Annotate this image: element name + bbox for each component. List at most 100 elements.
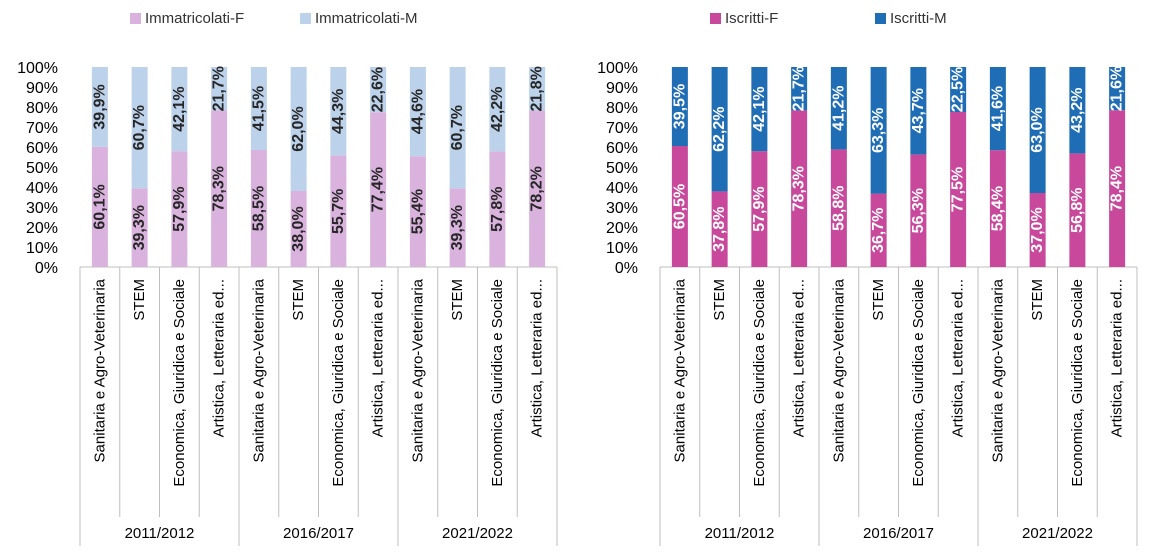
data-label: 63,0% <box>1029 107 1046 152</box>
data-label: 78,3% <box>211 166 228 211</box>
data-label: 22,5% <box>950 67 967 112</box>
y-tick-label: 20% <box>26 220 58 237</box>
bar-segment <box>1069 153 1086 267</box>
data-label: 43,7% <box>910 88 927 133</box>
y-tick-label: 70% <box>606 120 638 137</box>
category-label: STEM <box>290 279 307 321</box>
y-tick-label: 10% <box>606 240 638 257</box>
category-label: Sanitaria e Agro-Veterinaria <box>409 278 426 462</box>
category-label: Sanitaria e Agro-Veterinaria <box>989 278 1006 462</box>
bar-segment <box>330 67 347 156</box>
category-label: STEM <box>711 279 728 321</box>
group-label: 2016/2017 <box>863 525 934 542</box>
category-label: Artistica, Letteraria ed... <box>370 279 387 437</box>
category-label: Economica, Giuridica e Sociale <box>751 279 768 487</box>
bar-segment <box>131 188 148 267</box>
y-tick-label: 40% <box>606 180 638 197</box>
bar-segment <box>330 155 347 267</box>
bar-segment <box>751 151 768 267</box>
data-label: 60,7% <box>449 105 466 150</box>
data-label: 42,2% <box>489 87 506 132</box>
bar-segment <box>290 67 307 191</box>
bar-segment <box>529 67 546 111</box>
legend-label: Iscritti-M <box>890 10 947 27</box>
data-label: 44,3% <box>330 89 347 134</box>
data-label: 63,3% <box>870 108 887 153</box>
bar-segment <box>131 67 148 189</box>
data-label: 62,0% <box>290 106 307 151</box>
bar-segment <box>711 67 728 192</box>
y-tick-label: 70% <box>26 120 58 137</box>
legend-swatch <box>875 13 886 24</box>
category-label: Economica, Giuridica e Sociale <box>330 279 347 487</box>
category-label: Artistica, Letteraria ed... <box>950 279 967 437</box>
data-label: 78,4% <box>1109 166 1126 211</box>
data-label: 77,4% <box>370 167 387 212</box>
data-label: 39,3% <box>449 205 466 250</box>
legend-swatch <box>130 13 141 24</box>
data-label: 57,9% <box>751 186 768 231</box>
group-label: 2011/2012 <box>125 525 195 542</box>
bar-segment <box>950 112 967 267</box>
y-tick-label: 0% <box>615 260 638 277</box>
category-label: Economica, Giuridica e Sociale <box>171 279 188 487</box>
category-label: Artistica, Letteraria ed... <box>211 279 228 437</box>
data-label: 42,1% <box>171 86 188 131</box>
data-label: 21,7% <box>211 66 228 111</box>
bar-segment <box>910 67 927 155</box>
bar-segment <box>671 146 688 267</box>
bar-segment <box>830 67 847 150</box>
y-tick-label: 60% <box>26 140 58 157</box>
bar-segment <box>1109 67 1126 111</box>
bar-segment <box>529 110 546 267</box>
category-label: Economica, Giuridica e Sociale <box>910 279 927 487</box>
category-label: Economica, Giuridica e Sociale <box>489 279 506 487</box>
y-tick-label: 10% <box>26 240 58 257</box>
data-label: 41,2% <box>830 86 847 131</box>
bar-segment <box>489 151 506 267</box>
legend-label: Iscritti-F <box>725 10 778 27</box>
bar-segment <box>751 67 768 152</box>
data-label: 57,8% <box>489 187 506 232</box>
y-tick-label: 0% <box>35 260 58 277</box>
category-label: Artistica, Letteraria ed... <box>529 279 546 437</box>
data-label: 37,8% <box>711 207 728 252</box>
y-tick-label: 40% <box>26 180 58 197</box>
data-label: 41,6% <box>989 86 1006 131</box>
y-tick-label: 80% <box>606 100 638 117</box>
bar-segment <box>409 156 426 267</box>
data-label: 56,3% <box>910 188 927 233</box>
legend-label: Immatricolati-F <box>145 10 244 27</box>
bar-segment <box>671 67 688 146</box>
data-label: 22,6% <box>370 67 387 112</box>
data-label: 55,7% <box>330 189 347 234</box>
data-label: 78,3% <box>791 166 808 211</box>
bar-segment <box>290 191 307 267</box>
bar-segment <box>870 193 887 267</box>
category-label: STEM <box>1029 279 1046 321</box>
category-label: STEM <box>870 279 887 321</box>
data-label: 43,2% <box>1069 88 1086 133</box>
y-tick-label: 100% <box>17 60 58 77</box>
bar-segment <box>1069 67 1086 154</box>
data-label: 41,5% <box>250 86 267 131</box>
group-label: 2021/2022 <box>442 525 513 542</box>
data-label: 21,7% <box>791 66 808 111</box>
bar-segment <box>1029 193 1046 267</box>
bar-segment <box>489 67 506 152</box>
group-label: 2021/2022 <box>1022 525 1093 542</box>
bar-segment <box>950 67 967 112</box>
bar-segment <box>791 110 808 268</box>
data-label: 39,9% <box>91 84 108 129</box>
bar-segment <box>711 191 728 267</box>
data-label: 21,6% <box>1109 66 1126 111</box>
bar-segment <box>791 67 808 111</box>
data-label: 39,5% <box>671 84 688 129</box>
bar-segment <box>91 146 108 267</box>
y-tick-label: 30% <box>26 200 58 217</box>
data-label: 55,4% <box>409 189 426 234</box>
data-label: 62,2% <box>711 107 728 152</box>
bar-segment <box>250 67 267 150</box>
data-label: 37,0% <box>1029 207 1046 252</box>
